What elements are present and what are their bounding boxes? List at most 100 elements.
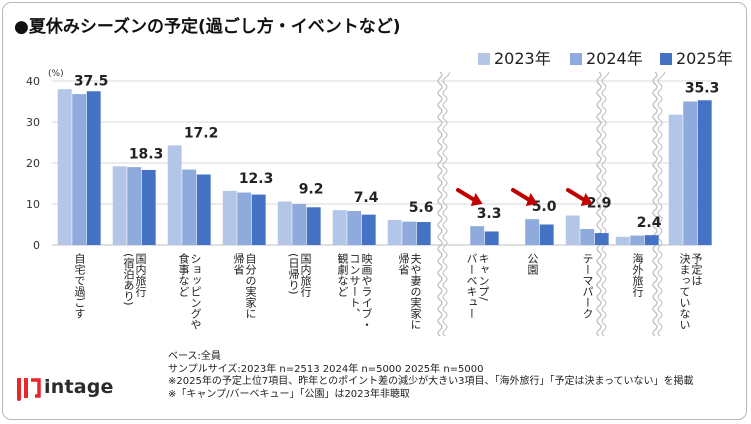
category-label: バーベキュー [465, 253, 478, 319]
value-label: 17.2 [184, 125, 219, 141]
section-separator [596, 71, 602, 337]
category-label: 自宅で過ごす [73, 253, 86, 319]
bar-2023年 [57, 89, 72, 245]
decrease-arrow [566, 188, 588, 203]
value-label: 9.2 [299, 182, 324, 198]
bar-2024年 [630, 235, 645, 245]
bar-2023年 [112, 166, 127, 245]
category-label: (日帰り) [287, 253, 300, 295]
value-label: 5.6 [409, 200, 434, 216]
y-tick-label: 30 [26, 116, 40, 129]
legend-label-2024: 2024年 [586, 49, 643, 68]
chart-title: ●夏休みシーズンの予定(過ごし方・イベントなど) [14, 17, 401, 37]
footnote-selection: ※2025年の予定上位7項目、昨年とのポイント差の減少が大きい3項目、「海外旅行… [168, 376, 694, 388]
logo-text: intage [44, 376, 114, 398]
legend-item-2024: 2024年 [570, 45, 643, 69]
category-label: 国内旅行 [299, 253, 312, 298]
bar-2024年 [237, 192, 252, 245]
bar-2025年 [141, 169, 156, 245]
category-label: 帰省 [232, 253, 245, 276]
category-label: 自分の実家に [244, 253, 257, 319]
bar-2025年 [196, 174, 211, 245]
section-separator [652, 71, 658, 337]
bar-2023年 [565, 215, 580, 245]
legend-swatch-2025 [660, 53, 672, 65]
category-label: 観劇など [336, 252, 349, 297]
y-tick-label: 10 [26, 198, 40, 211]
bar-2024年 [127, 167, 142, 245]
bar-2024年 [402, 221, 417, 245]
category-label: 予定は [690, 253, 703, 286]
category-label: 公園 [526, 253, 539, 276]
category-label: 海外旅行 [631, 252, 644, 298]
category-label: 決まっていない [678, 253, 691, 330]
bar-2025年 [644, 235, 659, 245]
bar-2023年 [222, 190, 237, 245]
legend-item-2025: 2025年 [660, 45, 733, 69]
bar-2023年 [615, 236, 630, 245]
decrease-arrow [511, 188, 533, 203]
footnote-not-asked: ※「キャンプ/バーベキュー」「公園」は2023年非聴取 [168, 388, 410, 400]
value-label: 7.4 [354, 190, 379, 206]
bar-2024年 [683, 101, 698, 245]
y-tick-label: 0 [33, 239, 40, 252]
value-label: 2.4 [637, 215, 662, 231]
bar-2025年 [361, 214, 376, 245]
bar-2025年 [306, 207, 321, 245]
bar-2023年 [167, 145, 182, 245]
category-label: 食事など [177, 252, 190, 297]
bar-2025年 [697, 100, 712, 246]
category-label: 映画やライブ・ [360, 253, 373, 330]
category-label: テーマパーク [581, 253, 594, 319]
category-label: 帰省 [397, 253, 410, 276]
value-label: 37.5 [74, 73, 109, 89]
bar-2023年 [668, 114, 683, 246]
bar-2025年 [86, 91, 101, 245]
unit-label: (%) [48, 69, 64, 79]
bar-2024年 [470, 226, 485, 245]
bar-2024年 [347, 210, 362, 245]
bar-2025年 [484, 231, 499, 245]
category-label: 国内旅行 [134, 253, 147, 298]
bar-2023年 [277, 201, 292, 245]
footnote-base: ベース:全員 [168, 351, 221, 362]
legend-swatch-2023 [478, 53, 490, 65]
bar-2024年 [72, 94, 87, 246]
decrease-arrow-head [470, 192, 483, 206]
bar-2024年 [292, 204, 307, 245]
bar-2025年 [416, 222, 431, 245]
bar-2024年 [182, 169, 197, 245]
y-tick-label: 20 [26, 157, 40, 170]
legend-swatch-2024 [570, 53, 582, 65]
value-label: 12.3 [239, 171, 274, 187]
footnote-sample-size: サンプルサイズ:2023年 n=2513 2024年 n=5000 2025年 … [168, 363, 484, 375]
section-separator [437, 71, 443, 337]
bar-2024年 [580, 229, 595, 245]
category-label: キャンプ/ [477, 253, 490, 301]
legend-label-2025: 2025年 [676, 49, 733, 68]
bar-2025年 [539, 224, 554, 245]
section-separator [442, 71, 451, 337]
value-label: 18.3 [129, 146, 164, 162]
category-label: コンサート、 [348, 253, 361, 319]
decrease-arrow-head [580, 192, 593, 206]
intage-logo-icon [17, 378, 41, 401]
bar-2023年 [332, 210, 347, 245]
bar-2023年 [387, 219, 402, 245]
y-tick-label: 40 [26, 75, 40, 88]
value-label: 2.9 [587, 195, 612, 211]
category-label: (宿泊あり) [122, 253, 135, 306]
decrease-arrow [456, 188, 478, 203]
value-label: 3.3 [477, 206, 502, 222]
decrease-arrow-head [525, 192, 538, 206]
legend-item-2023: 2023年 [478, 45, 551, 69]
value-label: 35.3 [685, 80, 720, 96]
footnotes: ベース:全員 サンプルサイズ:2023年 n=2513 2024年 n=5000… [168, 351, 694, 401]
value-label: 5.0 [532, 199, 557, 215]
bar-2025年 [251, 194, 266, 245]
section-separator [601, 71, 610, 337]
category-label: ショッピングや [189, 253, 202, 330]
bar-2025年 [594, 233, 609, 245]
section-separator [657, 71, 666, 337]
